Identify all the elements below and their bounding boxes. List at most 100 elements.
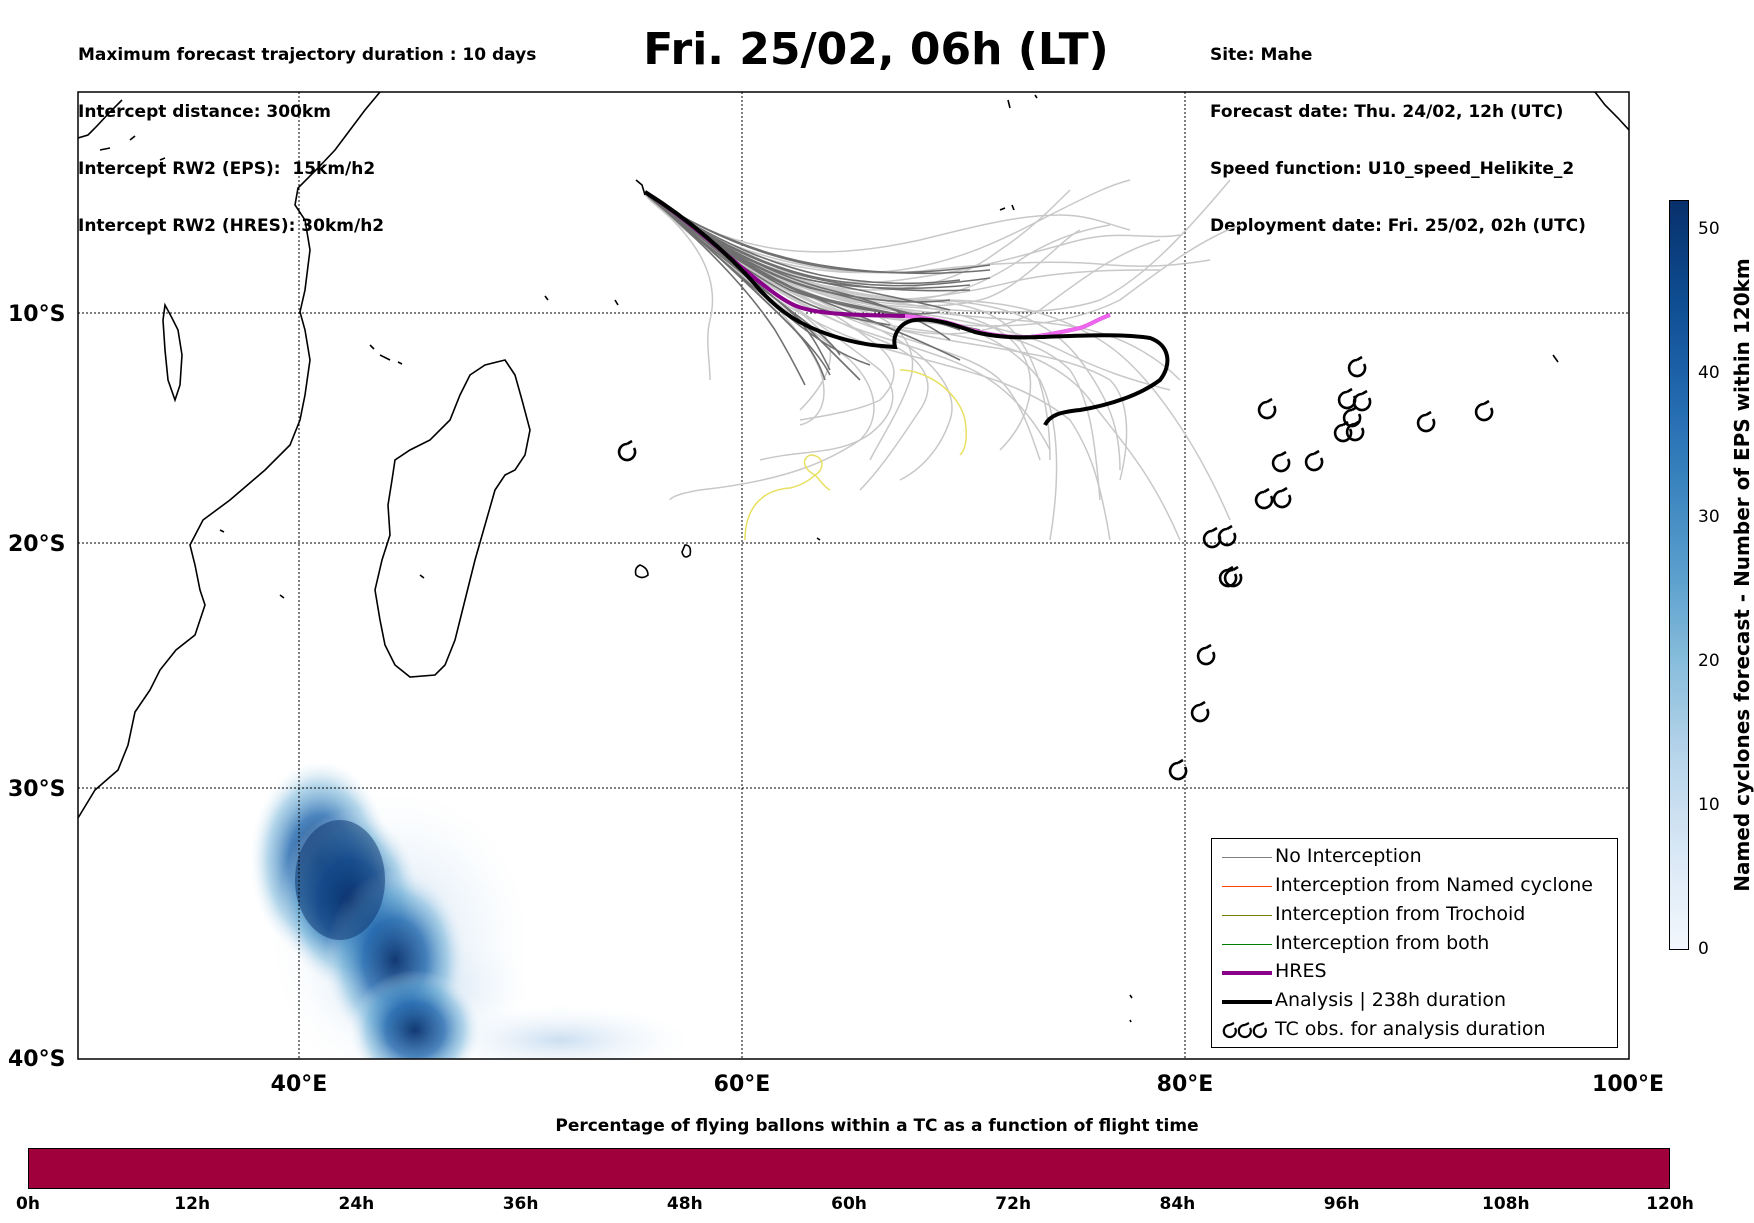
legend-label: Interception from Named cyclone xyxy=(1275,874,1593,896)
colorbar-tick: 30 xyxy=(1698,507,1720,527)
lon-label: 80°E xyxy=(1157,1072,1214,1097)
africa-coast xyxy=(78,92,381,819)
timebar-tick: 120h xyxy=(1646,1194,1694,1214)
timebar-tick: 60h xyxy=(831,1194,867,1214)
tc-observation-marker xyxy=(1304,449,1324,472)
coastlines xyxy=(78,92,1629,1023)
timebar-tick: 84h xyxy=(1159,1194,1196,1214)
tc-observation-marker xyxy=(1333,420,1353,443)
colorbar-tick: 20 xyxy=(1698,651,1720,671)
tc-observation-marker xyxy=(1347,355,1367,378)
legend-swatch xyxy=(1222,1000,1272,1004)
pemba-island xyxy=(162,302,183,403)
legend-item-tc-obs: TC obs. for analysis duration xyxy=(1212,1016,1617,1045)
amsterdam-island xyxy=(1129,994,1133,1023)
arabia-coast xyxy=(78,99,123,139)
tc-observation-marker xyxy=(1271,450,1291,473)
colorbar-title: Named cyclones forecast - Number of EPS … xyxy=(1730,258,1754,892)
hres-trajectory xyxy=(643,190,1111,340)
chagos xyxy=(1007,94,1038,109)
legend-item-hres: HRES xyxy=(1212,958,1617,987)
rodrigues xyxy=(816,537,821,541)
map-legend: No Interception Interception from Named … xyxy=(1211,838,1618,1048)
legend-label: Interception from Trochoid xyxy=(1275,903,1526,925)
tc-observation-marker xyxy=(1202,526,1222,549)
tc-observation-marker xyxy=(617,439,637,462)
comoros xyxy=(369,344,403,365)
timebar-tick: 0h xyxy=(16,1194,40,1214)
tc-observation-marker xyxy=(1272,486,1292,509)
lon-label: 40°E xyxy=(271,1072,328,1097)
site-info: Site: Mahe Forecast date: Thu. 24/02, 12… xyxy=(1210,8,1586,255)
cyclone-density-field xyxy=(250,760,690,1059)
timebar-tick: 72h xyxy=(995,1194,1032,1214)
tc-observation-marker xyxy=(1196,643,1216,666)
tc-observation-marker xyxy=(1190,700,1210,723)
mahe-island xyxy=(635,179,646,196)
site-line: Speed function: U10_speed_Helikite_2 xyxy=(1210,159,1575,179)
legend-swatch xyxy=(1222,915,1272,916)
sumatra-coast xyxy=(1594,92,1629,131)
legend-label: TC obs. for analysis duration xyxy=(1275,1018,1546,1040)
tc-observation-marker xyxy=(1474,399,1494,422)
lon-labels: 40°E 60°E 80°E 100°E xyxy=(271,1072,1664,1097)
trochoid-trajectories xyxy=(744,369,967,541)
timebar-tick: 24h xyxy=(338,1194,375,1214)
colorbar-tick: 10 xyxy=(1698,795,1720,815)
colorbar-tick: 50 xyxy=(1698,219,1720,239)
map-frame xyxy=(77,91,1630,1060)
lon-label: 100°E xyxy=(1592,1072,1664,1097)
legend-item-trochoid: Interception from Trochoid xyxy=(1212,901,1617,930)
legend-label: HRES xyxy=(1275,960,1327,982)
lakshadweep xyxy=(999,204,1015,211)
site-line: Forecast date: Thu. 24/02, 12h (UTC) xyxy=(1210,102,1564,122)
timebar-tick: 48h xyxy=(666,1194,703,1214)
eps-trajectories-long xyxy=(644,179,1241,541)
timebar-title: Percentage of flying ballons within a TC… xyxy=(555,1116,1199,1136)
lat-label: 10°S xyxy=(8,302,65,327)
tc-observation-marker xyxy=(1257,397,1277,420)
legend-item-analysis: Analysis | 238h duration xyxy=(1212,987,1617,1016)
lon-label: 60°E xyxy=(714,1072,771,1097)
legend-label: No Interception xyxy=(1275,845,1422,867)
small-islands xyxy=(219,295,619,599)
mauritius-island xyxy=(681,544,692,558)
analysis-trajectory xyxy=(643,190,1170,427)
legend-swatch xyxy=(1222,886,1272,887)
tropical-cyclone-icon xyxy=(1222,1022,1267,1039)
timebar-tick: 36h xyxy=(502,1194,539,1214)
timebar-tick: 108h xyxy=(1482,1194,1530,1214)
legend-swatch xyxy=(1222,971,1272,975)
christmas-island xyxy=(1552,354,1559,363)
legend-swatch xyxy=(1222,944,1272,945)
map-title: Fri. 25/02, 06h (LT) xyxy=(643,24,1109,75)
madagascar-coast xyxy=(374,359,531,678)
tc-observation-marker xyxy=(1217,524,1237,547)
tc-observation-marker xyxy=(1342,405,1362,428)
param-line: Maximum forecast trajectory duration : 1… xyxy=(78,45,537,65)
legend-item-both: Interception from both xyxy=(1212,930,1617,959)
site-line: Deployment date: Fri. 25/02, 02h (UTC) xyxy=(1210,216,1586,236)
seychelles-north xyxy=(99,135,166,161)
lat-label: 30°S xyxy=(8,777,65,802)
tc-observation-marker xyxy=(1168,758,1188,781)
tc-observations xyxy=(617,355,1494,781)
lat-labels: 10°S 20°S 30°S 40°S xyxy=(8,302,65,1072)
timebar-tick: 12h xyxy=(174,1194,211,1214)
legend-label: Analysis | 238h duration xyxy=(1275,989,1507,1011)
tc-observation-marker xyxy=(1254,487,1274,510)
flight-time-bar xyxy=(28,1148,1670,1189)
lat-label: 20°S xyxy=(8,532,65,557)
colorbar-tick: 0 xyxy=(1698,939,1709,959)
trajectory-map: 10°S 20°S 30°S 40°S 40°E 60°E 80°E 100°E xyxy=(8,91,1664,1097)
site-line: Site: Mahe xyxy=(1210,45,1313,65)
legend-item-named-cyclone: Interception from Named cyclone xyxy=(1212,872,1617,901)
legend-swatch xyxy=(1222,857,1272,858)
colorbar-tick: 40 xyxy=(1698,363,1720,383)
tc-observation-marker xyxy=(1337,387,1357,410)
reunion-island xyxy=(634,564,649,579)
legend-item-no-interception: No Interception xyxy=(1212,843,1617,872)
legend-label: Interception from both xyxy=(1275,932,1490,954)
param-line: Intercept RW2 (HRES): 30km/h2 xyxy=(78,216,385,236)
density-colorbar xyxy=(1669,200,1689,950)
